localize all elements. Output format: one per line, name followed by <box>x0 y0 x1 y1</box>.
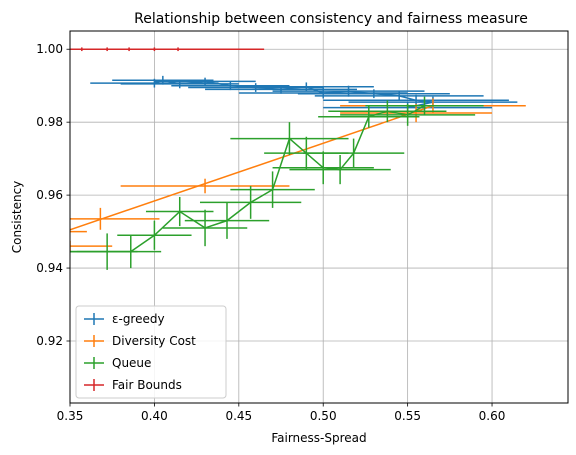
data-point <box>288 137 291 140</box>
data-point <box>106 48 109 51</box>
x-axis-label: Fairness-Spread <box>271 431 366 445</box>
x-tick-label: 0.50 <box>310 409 337 423</box>
data-point <box>322 166 325 169</box>
data-point <box>129 250 132 253</box>
y-axis: 0.92 0.94 0.96 0.98 1.00 <box>36 42 70 348</box>
y-tick-label: 0.92 <box>36 334 63 348</box>
y-tick-label: 0.98 <box>36 115 63 129</box>
data-point <box>423 104 426 107</box>
data-point <box>347 90 350 93</box>
chart-title: Relationship between consistency and fai… <box>134 11 528 27</box>
data-point <box>178 210 181 213</box>
data-point <box>339 168 342 171</box>
data-point <box>80 48 83 51</box>
x-tick-label: 0.35 <box>57 409 84 423</box>
data-point <box>352 152 355 155</box>
series-layer <box>70 47 526 270</box>
x-tick-label: 0.45 <box>225 409 252 423</box>
data-point <box>204 80 207 83</box>
data-point <box>225 219 228 222</box>
data-point <box>415 112 418 115</box>
legend-label: Diversity Cost <box>112 334 196 348</box>
data-point <box>386 110 389 113</box>
data-point <box>280 88 283 91</box>
data-point <box>177 48 180 51</box>
data-point <box>153 234 156 237</box>
data-point <box>204 185 207 187</box>
series-line <box>70 105 425 253</box>
series-3 <box>70 96 484 270</box>
data-point <box>372 92 375 95</box>
data-point <box>204 226 207 229</box>
x-tick-label: 0.55 <box>394 409 421 423</box>
series-4 <box>70 47 265 52</box>
data-point <box>178 82 181 85</box>
data-point <box>153 48 156 51</box>
legend-label: Fair Bounds <box>112 378 182 392</box>
data-point <box>229 84 232 87</box>
x-tick-label: 0.40 <box>141 409 168 423</box>
legend-box <box>75 305 227 399</box>
x-tick-label: 0.60 <box>479 409 506 423</box>
data-point <box>367 115 370 118</box>
legend-item: Fair Bounds <box>84 378 182 392</box>
data-point <box>398 94 401 97</box>
data-point <box>415 99 418 102</box>
legend-label: ε-greedy <box>112 312 165 326</box>
plot-area <box>70 47 526 270</box>
data-point <box>249 201 252 204</box>
legend-item: Diversity Cost <box>84 334 196 348</box>
legend-item: ε-greedy <box>84 312 165 326</box>
legend-label: Queue <box>112 356 151 370</box>
legend-item: Queue <box>84 356 151 370</box>
y-tick-label: 0.94 <box>36 261 63 275</box>
data-point <box>99 217 102 220</box>
y-tick-label: 1.00 <box>36 42 63 56</box>
data-point <box>271 188 274 191</box>
data-point <box>406 113 409 116</box>
series-1 <box>90 75 518 114</box>
data-point <box>305 85 308 88</box>
x-axis: 0.35 0.40 0.45 0.50 0.55 0.60 <box>57 403 506 423</box>
y-axis-label: Consistency <box>10 181 24 254</box>
legend: ε-greedy Diversity Cost Queue Fair Bounds <box>75 305 227 399</box>
series-line <box>70 105 434 231</box>
data-point <box>128 48 131 51</box>
y-tick-label: 0.96 <box>36 188 63 202</box>
plot-frame <box>69 30 569 404</box>
